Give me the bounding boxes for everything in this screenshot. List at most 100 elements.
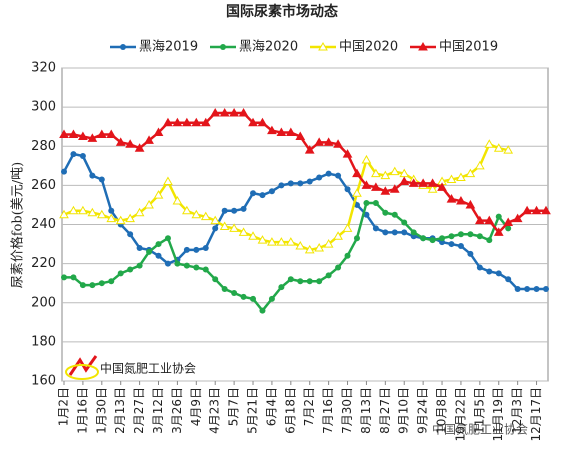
point [342, 223, 353, 232]
point [89, 282, 96, 289]
point [153, 190, 164, 199]
point [524, 286, 531, 293]
point [193, 246, 200, 253]
point [259, 192, 266, 199]
point [474, 215, 485, 225]
point [79, 153, 86, 160]
point [125, 139, 136, 148]
chart-title: 国际尿素市场动态 [226, 3, 338, 20]
point [363, 199, 370, 206]
x-tick-label: 5月21日 [246, 387, 260, 434]
point [476, 233, 483, 240]
legend-marker [318, 41, 328, 51]
point [484, 139, 495, 148]
point [250, 295, 257, 302]
point [70, 151, 77, 158]
point [439, 235, 446, 242]
x-tick-label: 7月16日 [321, 387, 335, 434]
point [380, 170, 391, 180]
point [465, 199, 476, 209]
point [155, 252, 162, 259]
point [484, 215, 495, 225]
point [295, 241, 306, 250]
x-tick-label: 12月17日 [529, 387, 543, 442]
point [163, 117, 173, 127]
point [108, 278, 115, 285]
legend-marker [220, 44, 226, 50]
point [467, 231, 474, 238]
point [78, 131, 88, 140]
x-tick-label: 2月27日 [132, 387, 146, 434]
x-tick-label: 1月2日 [57, 387, 71, 426]
point [268, 295, 275, 302]
point [231, 289, 238, 296]
point [399, 176, 410, 185]
x-tick-label: 11月5日 [472, 387, 486, 434]
point [229, 223, 239, 232]
point [382, 229, 389, 236]
point [401, 219, 408, 226]
x-tick-label: 12月3日 [510, 387, 524, 434]
point [106, 213, 117, 223]
x-tick-label: 7月30日 [340, 387, 354, 434]
watermark: 中国氮肥工业协会 [100, 361, 196, 376]
point [229, 107, 239, 117]
point [267, 237, 277, 246]
point [474, 160, 485, 170]
point [448, 233, 455, 240]
point [276, 127, 287, 137]
point [87, 133, 98, 142]
point [371, 168, 381, 178]
y-tick-label: 220 [31, 256, 56, 271]
legend-marker [120, 44, 126, 50]
point [333, 231, 343, 240]
series [61, 151, 549, 293]
point [372, 199, 379, 206]
point [248, 231, 258, 240]
point [389, 184, 400, 193]
x-tick-label: 1月30日 [94, 387, 108, 434]
y-axis-label: 尿素价格fob(美元/吨) [10, 162, 26, 288]
point [314, 242, 325, 252]
point [191, 117, 202, 127]
x-tick-label: 6月18日 [283, 387, 297, 434]
point [361, 154, 372, 164]
logo [65, 355, 99, 380]
point [68, 129, 79, 139]
point [476, 264, 483, 271]
legend-label: 中国2020 [339, 40, 398, 55]
point [285, 237, 296, 246]
point [503, 217, 514, 227]
x-tick-label: 9月10日 [397, 387, 411, 434]
point [164, 235, 171, 242]
legend-marker [418, 41, 428, 51]
point [408, 178, 419, 187]
point [89, 172, 96, 179]
point [257, 117, 268, 127]
watermark: 中国氮肥工业协会 [432, 422, 528, 437]
point [505, 225, 512, 232]
point [352, 188, 362, 197]
point [146, 248, 153, 255]
x-tick-label: 4月23日 [208, 387, 222, 434]
point [98, 176, 105, 183]
y-tick-label: 320 [31, 61, 56, 76]
point [448, 241, 455, 248]
point [325, 272, 332, 279]
point [172, 196, 183, 205]
point [522, 205, 532, 215]
x-tick-label: 10月22日 [453, 387, 467, 442]
point [238, 107, 249, 117]
point [316, 174, 323, 181]
point [295, 131, 306, 140]
x-tick-label: 6月4日 [264, 387, 278, 426]
point [531, 205, 542, 215]
point [125, 213, 136, 223]
point [202, 266, 209, 273]
point [465, 168, 476, 178]
point [512, 213, 523, 223]
point [297, 180, 304, 187]
x-tick-label: 4月9日 [189, 387, 203, 426]
point [486, 237, 493, 244]
y-tick-label: 160 [31, 374, 56, 389]
